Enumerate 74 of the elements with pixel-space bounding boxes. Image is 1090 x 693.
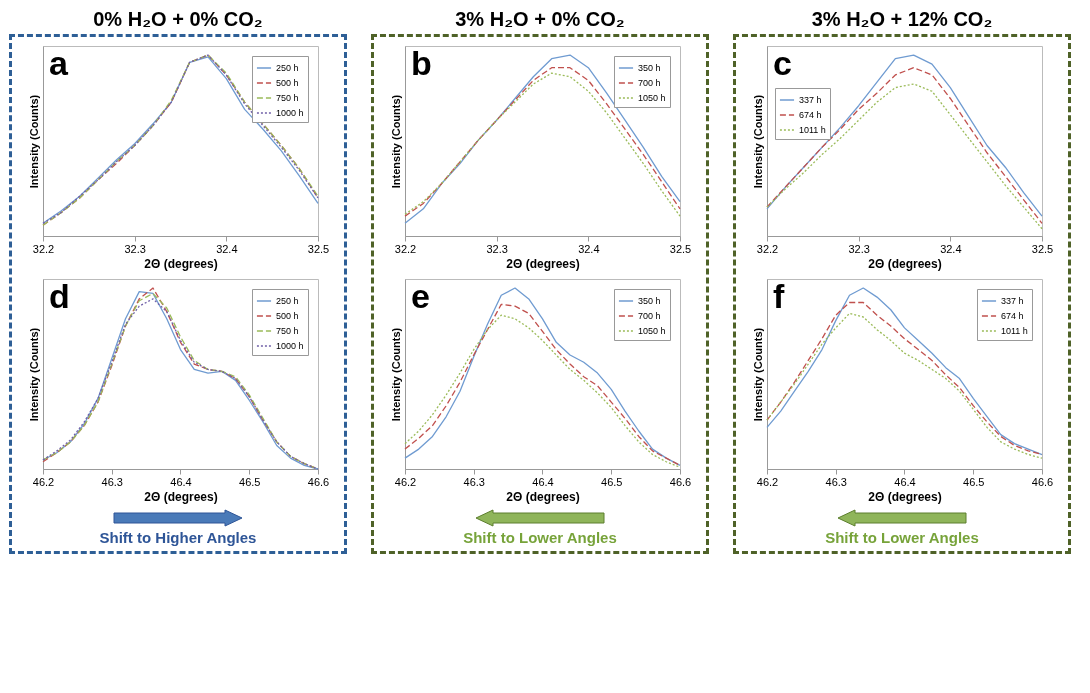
x-tick-label: 46.6: [1031, 475, 1053, 488]
y-axis-title: Intensity (Counts): [389, 327, 401, 422]
x-tick-label: 46.4: [531, 475, 554, 488]
legend-label: 337 h: [1000, 296, 1024, 306]
x-tick-label: 46.6: [307, 475, 329, 488]
legend-label: 350 h: [637, 296, 661, 306]
x-tick-label: 32.4: [939, 242, 962, 255]
x-tick-label: 46.3: [463, 475, 485, 488]
x-tick-label: 32.5: [307, 242, 329, 255]
x-tick-label: 46.3: [101, 475, 123, 488]
x-tick-label: 46.5: [238, 475, 260, 488]
x-axis-title: 2Θ (degrees): [867, 256, 942, 271]
dashed-frame: 32.2 32.3 32.4 32.5 2Θ (degrees) Intensity (Counts) c 337 h 674 h 1011 h 46.2 46.3 46.4 46.5 46.6 2Θ (degrees) Intensity (Counts) f 337 h 674 h 1011 h Shift to Lower Angles: [733, 34, 1071, 554]
chart-title: 3% H₂O + 12% CO₂: [811, 7, 993, 32]
chart-title: 0% H₂O + 0% CO₂: [93, 7, 263, 32]
chart-title: 3% H₂O + 0% CO₂: [455, 7, 625, 32]
x-tick-label: 46.5: [962, 475, 984, 488]
x-axis-title: 2Θ (degrees): [505, 256, 580, 271]
x-tick-label: 46.4: [893, 475, 916, 488]
legend-label: 700 h: [637, 311, 661, 321]
x-tick-label: 46.4: [169, 475, 192, 488]
legend-label: 1050 h: [637, 93, 666, 103]
text: Shift to Lower Angles: [825, 529, 979, 548]
legend-label: 500 h: [275, 78, 299, 88]
x-tick-label: 32.3: [847, 242, 870, 255]
y-axis-title: Intensity (Counts): [27, 327, 39, 422]
x-tick-label: 46.5: [600, 475, 622, 488]
y-axis-title: Intensity (Counts): [389, 94, 401, 189]
legend-label: 750 h: [275, 326, 299, 336]
dashed-frame: 32.2 32.3 32.4 32.5 2Θ (degrees) Intensity (Counts) a 250 h 500 h 750 h 1000 h 46.2 46.3 46.4 46.5 46.6 2Θ (degrees) Intensity (Counts) d 250 h 500 h 750 h 1000 h Shift to Higher Angles: [9, 34, 347, 554]
legend-label: 250 h: [275, 296, 299, 306]
legend-label: 1011 h: [1000, 326, 1028, 336]
y-axis-title: Intensity (Counts): [751, 327, 763, 422]
legend-label: 1011 h: [798, 125, 826, 135]
legend-label: 750 h: [275, 93, 299, 103]
x-tick-label: 32.2: [32, 242, 54, 255]
x-tick-label: 32.4: [577, 242, 600, 255]
annotation: b: [410, 44, 432, 82]
legend-label: 1050 h: [637, 326, 666, 336]
legend-label: 350 h: [637, 63, 661, 73]
legend-label: 500 h: [275, 311, 299, 321]
x-axis-title: 2Θ (degrees): [143, 489, 218, 504]
x-axis-title: 2Θ (degrees): [867, 489, 942, 504]
legend-label: 1000 h: [275, 108, 304, 118]
x-tick-label: 46.2: [394, 475, 416, 488]
annotation: d: [48, 277, 70, 315]
x-tick-label: 32.2: [394, 242, 416, 255]
dashed-frame: 32.2 32.3 32.4 32.5 2Θ (degrees) Intensity (Counts) b 350 h 700 h 1050 h 46.2 46.3 46.4 46.5 46.6 2Θ (degrees) Intensity (Counts) e 350 h 700 h 1050 h Shift to Lower Angles: [371, 34, 709, 554]
x-tick-label: 32.5: [669, 242, 691, 255]
legend-label: 250 h: [275, 63, 299, 73]
x-axis-title: 2Θ (degrees): [143, 256, 218, 271]
text: Shift to Lower Angles: [463, 529, 617, 548]
x-tick-label: 46.3: [825, 475, 847, 488]
x-tick-label: 46.6: [669, 475, 691, 488]
annotation: a: [48, 44, 69, 82]
x-tick-label: 32.5: [1031, 242, 1053, 255]
annotation: c: [772, 44, 792, 82]
annotation: e: [410, 277, 430, 315]
x-tick-label: 32.4: [215, 242, 238, 255]
text: Shift to Higher Angles: [99, 529, 257, 548]
annotation: f: [772, 277, 785, 315]
y-axis-title: Intensity (Counts): [751, 94, 763, 189]
legend-label: 674 h: [1000, 311, 1024, 321]
x-tick-label: 46.2: [756, 475, 778, 488]
legend-label: 1000 h: [275, 341, 304, 351]
x-tick-label: 46.2: [32, 475, 54, 488]
x-tick-label: 32.2: [756, 242, 778, 255]
x-tick-label: 32.3: [485, 242, 508, 255]
x-axis-title: 2Θ (degrees): [505, 489, 580, 504]
y-axis-title: Intensity (Counts): [27, 94, 39, 189]
x-tick-label: 32.3: [123, 242, 146, 255]
legend-label: 674 h: [798, 110, 822, 120]
legend-label: 337 h: [798, 95, 822, 105]
legend-label: 700 h: [637, 78, 661, 88]
